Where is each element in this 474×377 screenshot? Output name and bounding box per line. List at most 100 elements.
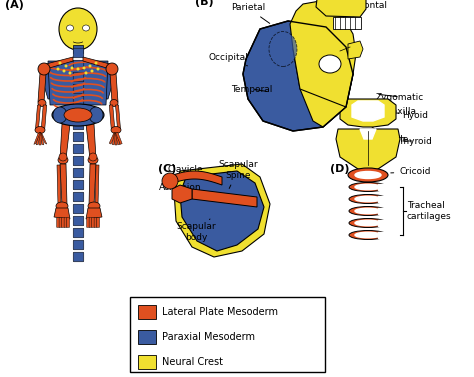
FancyBboxPatch shape [73, 120, 84, 130]
Ellipse shape [38, 63, 50, 75]
Text: (D): (D) [330, 164, 349, 174]
Text: Acromion: Acromion [159, 182, 201, 195]
Circle shape [91, 69, 93, 72]
Circle shape [162, 173, 178, 189]
Circle shape [69, 72, 72, 75]
Ellipse shape [319, 55, 341, 73]
Bar [73, 45, 83, 53]
Text: Lateral Plate Mesoderm: Lateral Plate Mesoderm [162, 307, 278, 317]
Bar [378, 196, 388, 202]
FancyBboxPatch shape [94, 218, 97, 227]
Polygon shape [34, 132, 40, 144]
Polygon shape [348, 41, 363, 59]
Ellipse shape [349, 219, 387, 227]
Ellipse shape [106, 63, 118, 75]
Circle shape [76, 67, 80, 70]
FancyBboxPatch shape [73, 168, 84, 178]
Polygon shape [116, 105, 120, 129]
Text: (B): (B) [195, 0, 214, 7]
Polygon shape [36, 105, 40, 129]
FancyBboxPatch shape [56, 218, 60, 227]
FancyBboxPatch shape [73, 132, 84, 142]
Polygon shape [290, 1, 356, 107]
FancyBboxPatch shape [64, 218, 67, 227]
FancyBboxPatch shape [67, 218, 70, 227]
Text: Parietal: Parietal [231, 3, 270, 23]
Text: Maxilla: Maxilla [377, 107, 416, 116]
Polygon shape [360, 129, 376, 139]
Ellipse shape [35, 127, 45, 133]
Text: Mandible: Mandible [367, 124, 409, 144]
FancyBboxPatch shape [73, 96, 84, 106]
Circle shape [82, 66, 85, 69]
Circle shape [71, 66, 73, 69]
Ellipse shape [66, 25, 73, 31]
Polygon shape [86, 124, 96, 159]
Ellipse shape [269, 32, 297, 66]
Ellipse shape [355, 172, 381, 178]
Polygon shape [60, 164, 67, 205]
Polygon shape [39, 133, 41, 145]
FancyBboxPatch shape [73, 156, 84, 166]
Ellipse shape [88, 156, 98, 164]
Polygon shape [39, 133, 44, 145]
Ellipse shape [349, 207, 387, 216]
Text: Occipital: Occipital [208, 52, 248, 66]
Ellipse shape [348, 168, 388, 182]
Polygon shape [115, 133, 117, 145]
Polygon shape [110, 73, 118, 102]
FancyBboxPatch shape [59, 218, 62, 227]
Ellipse shape [355, 196, 381, 202]
FancyBboxPatch shape [73, 228, 84, 238]
Text: Thyroid: Thyroid [398, 136, 432, 146]
Polygon shape [115, 133, 120, 145]
Ellipse shape [64, 108, 92, 122]
Bar [138, 330, 156, 344]
Polygon shape [86, 208, 102, 219]
Text: Tracheal
cartilages: Tracheal cartilages [407, 201, 452, 221]
Ellipse shape [355, 232, 381, 238]
Ellipse shape [111, 127, 121, 133]
Polygon shape [116, 132, 122, 144]
Polygon shape [336, 129, 400, 173]
Polygon shape [172, 185, 192, 203]
Polygon shape [316, 0, 366, 17]
Text: Scapular
Spine: Scapular Spine [218, 160, 258, 188]
Ellipse shape [349, 230, 387, 239]
FancyBboxPatch shape [73, 84, 84, 94]
Text: Cricoid: Cricoid [391, 167, 431, 176]
Ellipse shape [355, 184, 381, 190]
Circle shape [63, 69, 65, 72]
Circle shape [94, 61, 98, 64]
FancyBboxPatch shape [87, 218, 90, 227]
Text: Temporal: Temporal [231, 84, 273, 93]
Polygon shape [41, 105, 47, 129]
Ellipse shape [355, 220, 381, 226]
FancyBboxPatch shape [89, 218, 92, 227]
Bar [378, 232, 388, 238]
Polygon shape [192, 189, 257, 207]
Polygon shape [340, 99, 396, 127]
FancyBboxPatch shape [73, 216, 84, 226]
Polygon shape [352, 101, 384, 121]
FancyBboxPatch shape [73, 252, 84, 262]
Circle shape [89, 64, 91, 67]
Polygon shape [112, 133, 117, 145]
FancyBboxPatch shape [97, 218, 100, 227]
Polygon shape [174, 164, 270, 257]
Polygon shape [109, 132, 116, 144]
Bar [378, 220, 388, 226]
Circle shape [56, 67, 60, 70]
Ellipse shape [56, 202, 68, 210]
Polygon shape [83, 57, 110, 69]
Circle shape [97, 67, 100, 70]
Polygon shape [54, 208, 70, 219]
Ellipse shape [349, 182, 387, 192]
Ellipse shape [38, 100, 46, 106]
Text: Frontal: Frontal [342, 0, 388, 23]
Text: Zygomatic: Zygomatic [376, 92, 424, 101]
Bar [130, 297, 325, 372]
Ellipse shape [349, 195, 387, 204]
Polygon shape [95, 165, 99, 205]
Ellipse shape [355, 208, 381, 214]
